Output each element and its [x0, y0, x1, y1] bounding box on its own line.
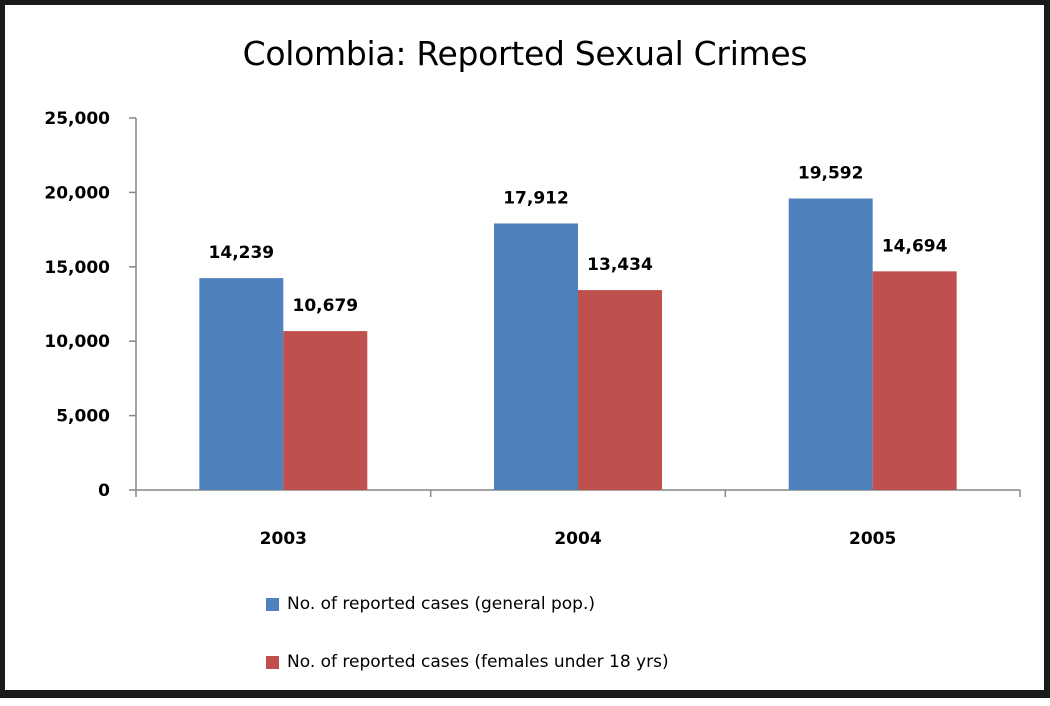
bar-females-under-18: [872, 271, 957, 490]
bar-females-under-18: [283, 331, 368, 490]
legend-swatch-females-under-18: [266, 655, 279, 669]
x-tick-label: 2004: [554, 529, 601, 549]
y-tick-label: 25,000: [44, 109, 110, 129]
legend-item-females-under-18: No. of reported cases (females under 18 …: [266, 648, 669, 676]
y-tick-label: 10,000: [44, 332, 110, 352]
data-label: 19,592: [798, 163, 864, 183]
data-label: 14,239: [209, 243, 275, 263]
bar-general-pop: [494, 223, 578, 491]
legend-swatch-general-pop: [266, 597, 279, 611]
y-tick-label: 20,000: [44, 183, 110, 203]
data-label: 14,694: [882, 236, 948, 256]
chart-title: Colombia: Reported Sexual Crimes: [242, 34, 808, 73]
data-label: 17,912: [503, 188, 569, 208]
legend: No. of reported cases (general pop.) No.…: [266, 590, 669, 706]
y-tick-label: 15,000: [44, 258, 110, 278]
bar-general-pop: [199, 278, 284, 490]
y-tick-label: 5,000: [56, 407, 110, 427]
data-label: 10,679: [293, 296, 359, 316]
legend-item-general-pop: No. of reported cases (general pop.): [266, 590, 669, 618]
bar-general-pop: [788, 198, 873, 490]
y-tick-label: 0: [98, 481, 110, 501]
bar-females-under-18: [578, 290, 662, 490]
legend-label-general-pop: No. of reported cases (general pop.): [287, 594, 596, 614]
legend-label-females-under-18: No. of reported cases (females under 18 …: [287, 652, 669, 672]
x-tick-label: 2005: [849, 529, 896, 549]
x-tick-label: 2003: [260, 529, 307, 549]
data-label: 13,434: [587, 255, 653, 275]
